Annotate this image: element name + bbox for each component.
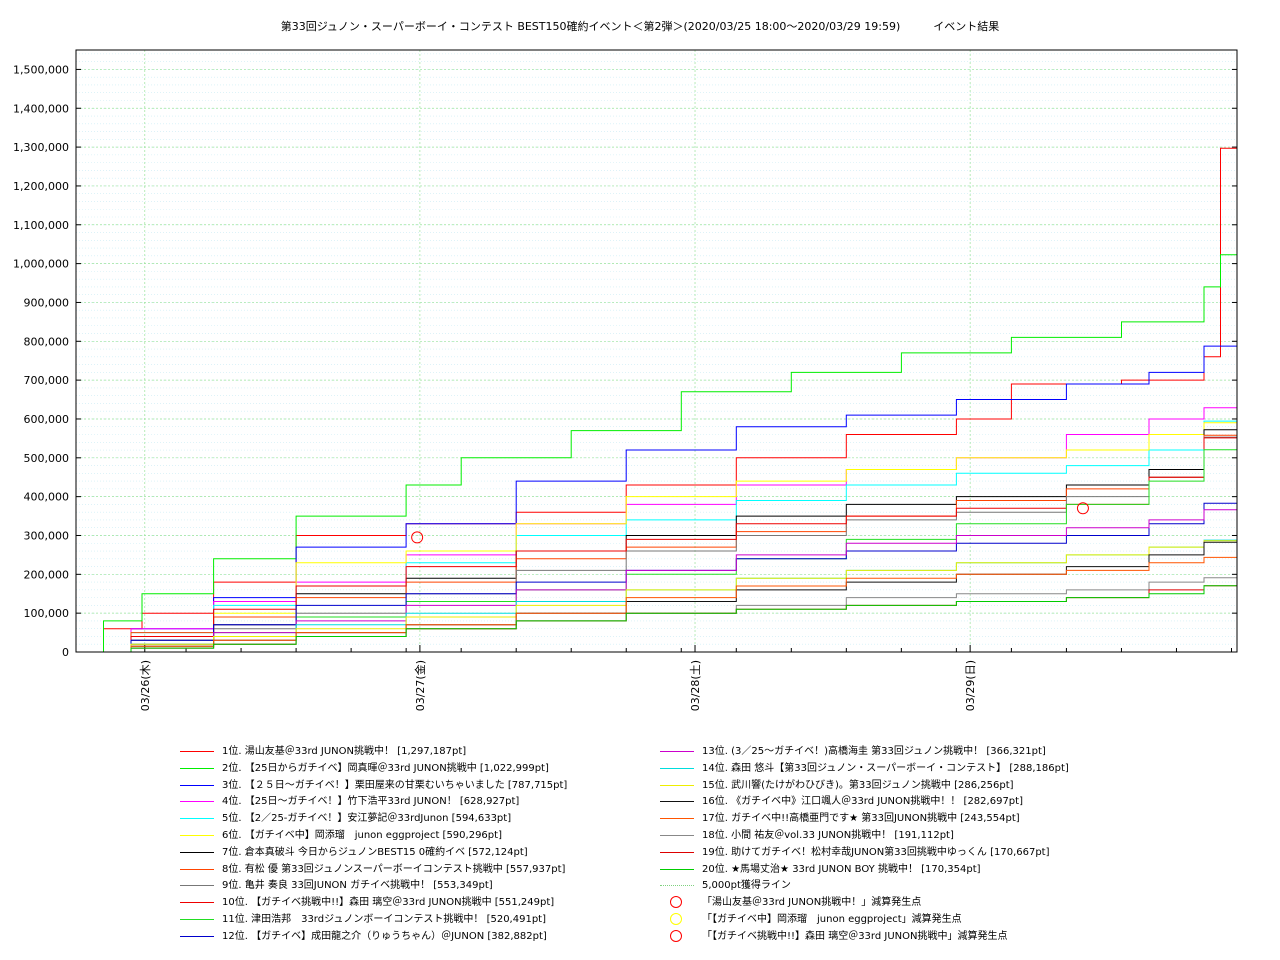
series-line-10	[76, 437, 1237, 653]
legend-line-sample	[660, 801, 694, 803]
legend-label: 12位. 【ガチイベ】成田龍之介（りゅうちゃん）＠JUNON [382,882p…	[222, 930, 547, 942]
series-line-2	[76, 254, 1237, 653]
series-line-5	[76, 420, 1237, 653]
y-tick-label: 1,400,000	[13, 102, 69, 115]
series-line-20	[76, 585, 1237, 653]
legend-label: 15位. 武川響(たけがわひびき)。第33回ジュノン挑戦中 [286,256pt…	[702, 779, 1014, 791]
legend-line-sample	[180, 767, 214, 769]
deduction-marker-1	[411, 531, 424, 544]
legend-line-sample	[180, 851, 214, 853]
y-tick-label: 300,000	[24, 529, 70, 542]
legend-line-sample	[180, 885, 214, 887]
x-tick-label: 03/28(土)	[689, 660, 702, 711]
legend-label: 「【ガチイベ中】岡添瑠 junon eggproject」減算発生点	[702, 914, 962, 925]
series-line-18	[76, 577, 1237, 653]
y-tick-label: 400,000	[24, 491, 70, 504]
series-line-9	[76, 436, 1237, 653]
y-tick-label: 1,200,000	[13, 180, 69, 193]
y-tick-label: 700,000	[24, 374, 70, 387]
legend-right: 13位. (3／25〜ガチイベ！)高橋海圭 第33回ジュノン挑戦中！ [366,…	[660, 744, 1130, 954]
y-tick-label: 0	[62, 646, 69, 659]
y-tick-label: 100,000	[24, 607, 70, 620]
legend-line-sample	[660, 818, 694, 820]
legend-line-sample	[660, 835, 694, 836]
y-tick-label: 1,000,000	[13, 258, 69, 271]
legend-line-sample	[660, 851, 694, 853]
series-line-15	[76, 540, 1237, 653]
legend-line-sample	[180, 919, 214, 920]
legend-label: 4位. 【25日〜ガチイベ！】竹下浩平33rd JUNON！ [628,927p…	[222, 796, 520, 808]
legend-label: 3位. 【２５日〜ガチイベ！】栗田屋来の甘栗むいちゃいました [787,715p…	[222, 779, 568, 791]
legend-label: 2位. 【25日からガチイベ】岡真暉＠33rd JUNON挑戦中 [1,022,…	[222, 762, 549, 774]
legend-label: 20位. ★馬場丈治★ 33rd JUNON BOY 挑戦中！ [170,354…	[702, 863, 981, 875]
legend-label: 5位. 【2／25-ガチイベ！】安江夢記＠33rdJunon [594,633p…	[222, 813, 512, 825]
x-tick-label: 03/26(木)	[139, 660, 152, 711]
legend-line-sample	[660, 767, 694, 769]
y-tick-label: 200,000	[24, 568, 70, 581]
series-line-8	[76, 434, 1237, 653]
plot-frame	[75, 49, 1238, 653]
legend-label: 6位. 【ガチイベ中】岡添瑠 junon eggproject [590,296…	[222, 830, 502, 841]
legend-circle-marker	[670, 929, 682, 942]
y-tick-label: 800,000	[24, 335, 70, 348]
y-tick-label: 900,000	[24, 296, 70, 309]
legend-label: 16位. 《ガチイベ中》江口颯人＠33rd JUNON挑戦中！！ [282,69…	[702, 796, 1023, 808]
legend-label: 13位. (3／25〜ガチイベ！)高橋海圭 第33回ジュノン挑戦中！ [366,…	[702, 746, 1046, 757]
y-tick-label: 600,000	[24, 413, 70, 426]
x-tick-label: 03/29(日)	[964, 660, 977, 711]
legend-label: 14位. 森田 悠斗【第33回ジュノン・スーパーボーイ・コンテスト】 [288,…	[702, 762, 1069, 774]
legend-label: 18位. 小間 祐友＠vol.33 JUNON挑戦中！ [191,112pt]	[702, 830, 954, 841]
legend-line-sample	[180, 751, 214, 752]
legend-label: 5,000pt獲得ライン	[702, 880, 791, 892]
legend-line-sample	[180, 784, 214, 786]
legend-circle-marker	[670, 896, 682, 909]
series-line-6	[76, 422, 1237, 653]
legend-label: 8位. 有松 優 第33回ジュノンスーパーボーイコンテスト挑戦中 [557,93…	[222, 863, 566, 875]
series-line-12	[76, 502, 1237, 653]
series-line-19	[76, 585, 1237, 653]
legend-line-sample	[180, 801, 214, 803]
series-line-3	[76, 345, 1237, 653]
legend-line-sample	[660, 868, 694, 870]
legend-circle-marker	[670, 913, 682, 925]
legend-line-sample	[180, 835, 214, 836]
legend-line-sample	[660, 885, 694, 887]
legend-label: 「【ガチイベ挑戦中!!】森田 璃空＠33rd JUNON挑戦中」減算発生点	[702, 930, 1008, 942]
y-tick-label: 1,500,000	[13, 63, 69, 76]
legend-line-sample	[660, 784, 694, 786]
legend-line-sample	[660, 751, 694, 752]
legend-label: 19位. 助けてガチイベ！松村幸哉JUNON第33回挑戦中ゆっくん [170,6…	[702, 846, 1050, 858]
legend-label: 17位. ガチイベ中!!高橋亜門です★ 第33回JUNON挑戦中 [243,55…	[702, 813, 1020, 825]
series-line-13	[76, 509, 1237, 653]
legend-label: 10位. 【ガチイベ挑戦中!!】森田 璃空＠33rd JUNON挑戦中 [551…	[222, 897, 555, 909]
legend-line-sample	[180, 902, 214, 904]
series-line-4	[76, 407, 1237, 653]
series-line-1	[76, 147, 1237, 653]
legend-left: 1位. 湯山友基＠33rd JUNON挑戦中！ [1,297,187pt] 2位.…	[180, 744, 660, 954]
chart-area: 0 100,000 200,000 300,000 400,000 500,000 600,…	[13, 49, 1238, 711]
deduction-marker-2	[1076, 502, 1089, 515]
legend-line-sample	[180, 818, 214, 820]
legend-label: 「湯山友基＠33rd JUNON挑戦中！」減算発生点	[702, 897, 922, 909]
series-line-14	[76, 539, 1237, 653]
legend-line-sample	[180, 935, 214, 937]
y-tick-label: 1,300,000	[13, 141, 69, 154]
x-tick-label: 03/27(金)	[413, 660, 427, 711]
legend-label: 7位. 倉本真破斗 今日からジュノンBEST15 0確約イベ [572,124p…	[222, 846, 528, 858]
y-tick-label: 500,000	[24, 452, 70, 465]
legend-line-sample	[180, 868, 214, 870]
legend-label: 11位. 津田浩邦 33rdジュノンボーイコンテスト挑戦中！ [520,491p…	[222, 914, 546, 925]
chart-title: 第33回ジュノン・スーパーボーイ・コンテスト BEST150確約イベント＜第2弾…	[280, 20, 1000, 33]
legend-label: 1位. 湯山友基＠33rd JUNON挑戦中！ [1,297,187pt]	[222, 746, 467, 757]
y-tick-label: 1,100,000	[13, 219, 69, 232]
legend-label: 9位. 亀井 奏良 33回JUNON ガチイベ挑戦中！ [553,349pt]	[222, 880, 493, 892]
series-line-17	[76, 556, 1237, 653]
series-line-7	[76, 429, 1237, 653]
